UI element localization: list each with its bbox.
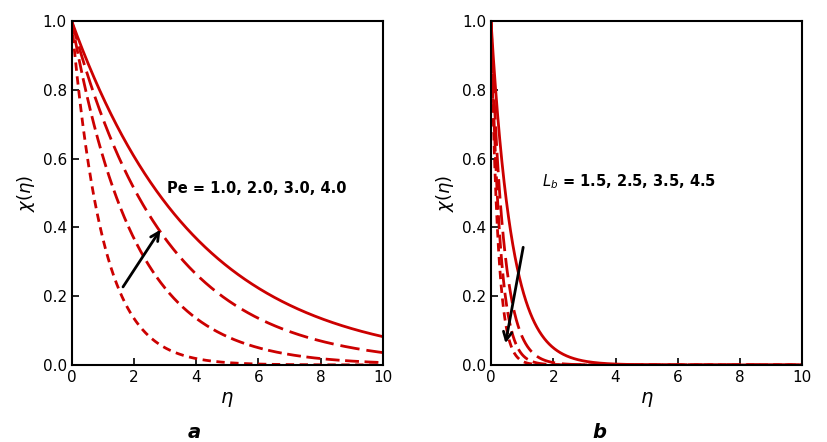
X-axis label: $\eta$: $\eta$ <box>221 390 234 409</box>
Text: $\boldsymbol{b}$: $\boldsymbol{b}$ <box>592 423 607 442</box>
Text: $L_b$ = 1.5, 2.5, 3.5, 4.5: $L_b$ = 1.5, 2.5, 3.5, 4.5 <box>543 172 716 191</box>
Y-axis label: $\chi(\eta)$: $\chi(\eta)$ <box>434 174 457 212</box>
Y-axis label: $\chi(\eta)$: $\chi(\eta)$ <box>15 174 37 212</box>
X-axis label: $\eta$: $\eta$ <box>640 390 653 409</box>
Text: $\boldsymbol{a}$: $\boldsymbol{a}$ <box>188 423 201 442</box>
Text: Pe = 1.0, 2.0, 3.0, 4.0: Pe = 1.0, 2.0, 3.0, 4.0 <box>166 181 347 196</box>
